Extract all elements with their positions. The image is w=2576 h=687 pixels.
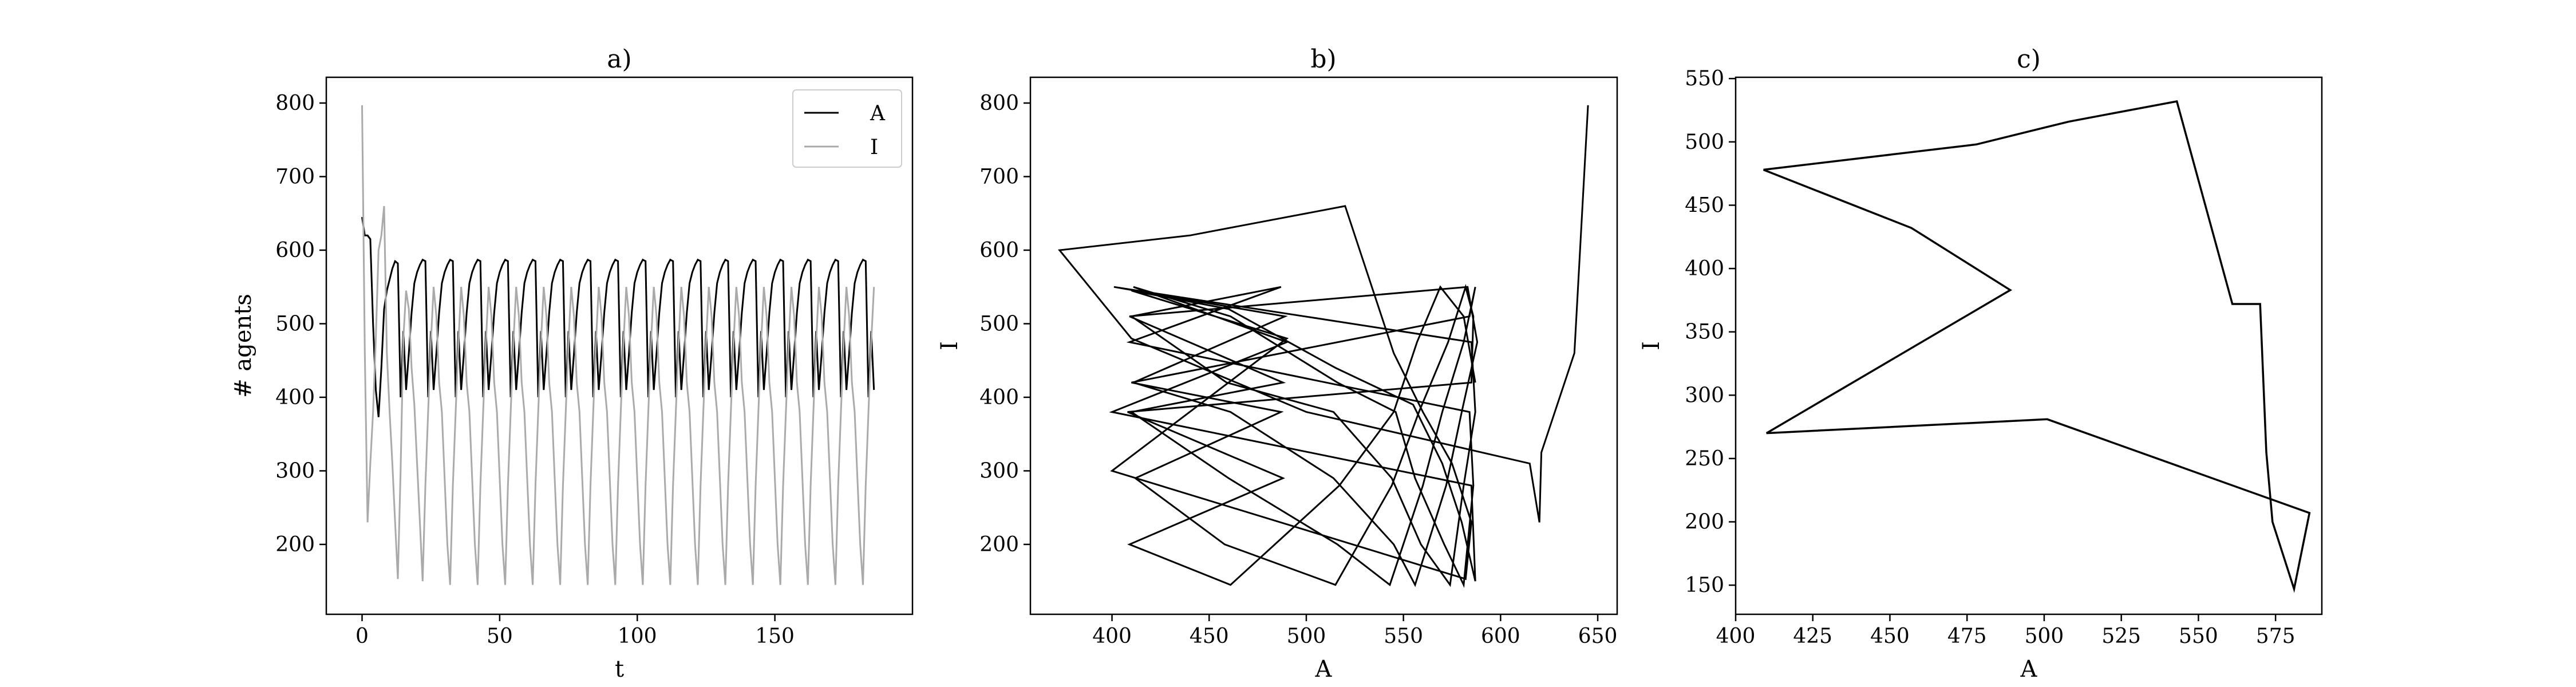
y-tick-label: 250 bbox=[1685, 447, 1724, 471]
panel-a-ylabel: # agents bbox=[230, 294, 256, 398]
y-tick-label: 350 bbox=[1685, 321, 1724, 344]
y-tick-label: 800 bbox=[979, 92, 1019, 115]
panel-a-series bbox=[361, 105, 875, 585]
y-tick-label: 400 bbox=[275, 386, 315, 409]
y-tick-label: 500 bbox=[979, 312, 1019, 335]
y-tick-label: 300 bbox=[1685, 384, 1724, 407]
panel-b-series bbox=[1058, 105, 1589, 589]
x-tick-label: 150 bbox=[755, 625, 795, 648]
y-tick-label: 400 bbox=[1685, 257, 1724, 281]
x-tick-label: 450 bbox=[1870, 625, 1910, 648]
panel-b-axes-frame bbox=[1029, 76, 1618, 615]
x-tick-label: 650 bbox=[1578, 625, 1618, 648]
y-tick-label: 600 bbox=[979, 239, 1019, 262]
panel-c-axes-frame bbox=[1735, 76, 2323, 615]
y-tick-label: 800 bbox=[275, 92, 315, 115]
y-tick-label: 550 bbox=[1685, 67, 1724, 90]
panel-a-title: a) bbox=[607, 45, 631, 74]
x-tick-label: 100 bbox=[618, 625, 657, 648]
panel-b-xlabel: A bbox=[1315, 656, 1333, 682]
x-tick-label: 500 bbox=[1287, 625, 1326, 648]
y-tick-label: 200 bbox=[979, 533, 1019, 556]
legend-box bbox=[792, 89, 902, 168]
x-tick-label: 550 bbox=[1384, 625, 1423, 648]
y-tick-label: 300 bbox=[979, 459, 1019, 483]
legend-label-i: I bbox=[870, 136, 878, 159]
panel-b-ylabel: I bbox=[937, 341, 963, 350]
x-tick-label: 525 bbox=[2101, 625, 2141, 648]
y-tick-label: 600 bbox=[275, 239, 315, 262]
panel-b-title: b) bbox=[1310, 45, 1336, 74]
x-tick-label: 400 bbox=[1092, 625, 1132, 648]
x-tick-label: 425 bbox=[1793, 625, 1832, 648]
x-tick-label: 600 bbox=[1481, 625, 1520, 648]
x-tick-label: 50 bbox=[487, 625, 513, 648]
panel-c-title: c) bbox=[2017, 45, 2041, 74]
x-tick-label: 450 bbox=[1190, 625, 1229, 648]
panel-c: c) A I 400 425 450 475 500 525 550 575 150 200 250… bbox=[1638, 45, 2323, 682]
y-tick-label: 300 bbox=[275, 459, 315, 483]
x-tick-label: 475 bbox=[1947, 625, 1987, 648]
y-tick-label: 200 bbox=[275, 533, 315, 556]
y-tick-label: 200 bbox=[1685, 511, 1724, 534]
x-tick-label: 550 bbox=[2179, 625, 2218, 648]
panel-c-ticks: 400 425 450 475 500 525 550 575 150 200 250 300 350 4… bbox=[1685, 67, 2295, 648]
panel-b: b) A I 400 450 500 550 600 650 200 300 400 500 600… bbox=[937, 45, 1618, 682]
legend-label-a: A bbox=[870, 102, 886, 125]
y-tick-label: 400 bbox=[979, 386, 1019, 409]
panel-a-xlabel: t bbox=[615, 656, 624, 682]
x-tick-label: 400 bbox=[1716, 625, 1756, 648]
series-line-c-limit-cycle bbox=[1763, 100, 2311, 593]
panel-c-ylabel: I bbox=[1638, 341, 1665, 350]
panel-a-axes-frame bbox=[325, 76, 914, 615]
panel-c-xlabel: A bbox=[2020, 656, 2038, 682]
x-tick-label: 500 bbox=[2025, 625, 2064, 648]
panel-a-legend: A I bbox=[792, 89, 902, 168]
y-tick-label: 500 bbox=[275, 312, 315, 335]
panel-a-ticks: 0 50 100 150 200 300 400 500 600 700 800 bbox=[275, 92, 795, 648]
series-line-a-i bbox=[361, 105, 875, 585]
y-tick-label: 150 bbox=[1685, 574, 1724, 597]
y-tick-label: 500 bbox=[1685, 131, 1724, 154]
panel-a: a) t # agents 0 50 100 150 200 300 400 500 600 70… bbox=[230, 45, 914, 682]
x-tick-label: 0 bbox=[355, 625, 369, 648]
y-tick-label: 700 bbox=[275, 165, 315, 188]
panel-b-ticks: 400 450 500 550 600 650 200 300 400 500 600 700 800 bbox=[979, 92, 1617, 648]
series-line-b-trajectory bbox=[1058, 105, 1589, 589]
x-tick-label: 575 bbox=[2256, 625, 2296, 648]
panel-c-series bbox=[1763, 100, 2311, 593]
y-tick-label: 700 bbox=[979, 165, 1019, 188]
y-tick-label: 450 bbox=[1685, 194, 1724, 217]
